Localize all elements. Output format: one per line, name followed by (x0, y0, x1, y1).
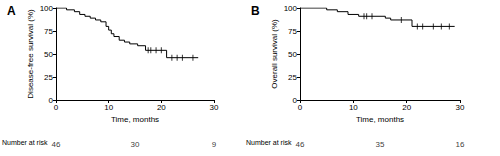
svg-text:0: 0 (298, 103, 303, 112)
svg-text:30: 30 (210, 103, 219, 112)
svg-text:B: B (251, 4, 260, 18)
svg-text:35: 35 (376, 140, 385, 149)
svg-text:20: 20 (402, 103, 411, 112)
svg-text:50: 50 (44, 50, 53, 59)
svg-text:Disease-free survival (%): Disease-free survival (%) (26, 9, 35, 99)
svg-text:20: 20 (157, 103, 166, 112)
svg-text:30: 30 (456, 103, 465, 112)
svg-text:30: 30 (131, 140, 140, 149)
svg-text:0: 0 (292, 95, 297, 105)
svg-text:25: 25 (288, 73, 297, 82)
svg-text:75: 75 (44, 27, 53, 36)
svg-text:Time, months: Time, months (356, 115, 404, 124)
svg-text:75: 75 (288, 27, 297, 36)
svg-text:16: 16 (456, 140, 465, 149)
svg-text:Overall survival (%): Overall survival (%) (270, 19, 279, 89)
svg-text:Number at risk: Number at risk (2, 139, 48, 146)
svg-text:10: 10 (349, 103, 358, 112)
svg-text:25: 25 (44, 73, 53, 82)
svg-text:A: A (7, 4, 16, 18)
svg-text:50: 50 (288, 50, 297, 59)
svg-text:0: 0 (54, 103, 59, 112)
svg-text:Number at risk: Number at risk (246, 139, 292, 146)
svg-text:Time, months: Time, months (111, 115, 159, 124)
svg-text:10: 10 (104, 103, 113, 112)
svg-text:46: 46 (52, 140, 61, 149)
svg-text:0: 0 (48, 95, 53, 105)
svg-text:100: 100 (284, 4, 298, 13)
svg-text:100: 100 (40, 4, 54, 13)
svg-text:9: 9 (212, 140, 217, 149)
svg-text:46: 46 (296, 140, 305, 149)
